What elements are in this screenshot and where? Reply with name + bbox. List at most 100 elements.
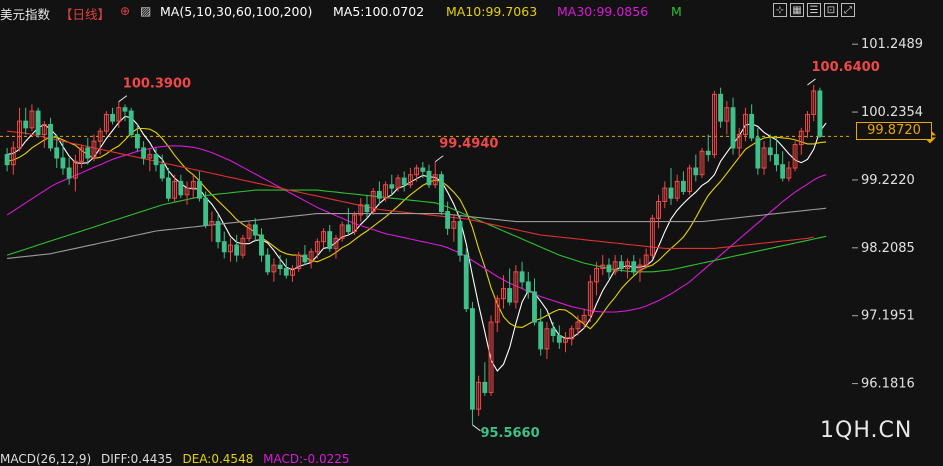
annotation-label: 95.5660: [480, 426, 539, 441]
candle-body: [687, 167, 693, 192]
candle-body: [4, 154, 10, 166]
candle-body: [321, 231, 326, 243]
candle-body: [389, 184, 395, 189]
candle-body: [426, 170, 432, 186]
candle-body: [48, 123, 53, 149]
candle-body: [370, 190, 376, 213]
candle-body: [569, 328, 575, 340]
candle-body: [72, 160, 78, 179]
candle-body: [141, 147, 147, 159]
ma10-value: MA10:99.7063: [446, 4, 538, 19]
candle-body: [345, 224, 351, 233]
candle-body: [600, 264, 606, 269]
candle-body: [519, 271, 525, 283]
settings-icon[interactable]: ⊕: [120, 4, 131, 18]
candle-body: [637, 264, 643, 273]
candle-body: [501, 288, 506, 300]
candle-body: [116, 107, 122, 122]
annotation-leader: [807, 78, 816, 86]
candle-body: [302, 254, 308, 263]
candle-body: [507, 288, 513, 303]
candle-body: [165, 177, 171, 199]
candle-body: [197, 180, 202, 199]
ma-label[interactable]: MA(5,10,30,60,100,200): [160, 4, 313, 19]
candle-body: [66, 167, 72, 179]
annotation-label: 100.6400: [811, 60, 879, 75]
candle-body: [178, 180, 184, 196]
candle-body: [451, 221, 457, 229]
candle-body: [228, 244, 233, 253]
candle-body: [792, 144, 798, 169]
ma5-value: MA5:100.0702: [333, 4, 425, 19]
ma10-line: [6, 127, 827, 330]
annotation-label: 100.3900: [123, 77, 191, 92]
more-indicators[interactable]: M: [671, 4, 682, 19]
candle-body: [401, 177, 407, 186]
candle-body: [631, 261, 637, 273]
candle-body: [60, 157, 66, 169]
candle-body: [252, 224, 258, 236]
candle-body: [327, 231, 333, 249]
candle-body: [798, 130, 804, 146]
candle-body: [749, 113, 755, 139]
candle-body: [277, 264, 283, 269]
ma60-line: [6, 189, 827, 273]
ma-indicator-icon[interactable]: ▨: [140, 4, 152, 18]
candle-body: [612, 261, 618, 273]
period-selector[interactable]: 【日线】: [60, 7, 111, 22]
annotation-leader: [434, 155, 444, 163]
candle-body: [110, 113, 116, 122]
candle-body: [314, 241, 320, 253]
crosshair-icon[interactable]: ⊹: [773, 3, 787, 17]
candle-body: [91, 140, 97, 159]
candle-body: [159, 164, 165, 179]
candle-body: [476, 381, 482, 410]
candle-body: [463, 254, 469, 310]
candle-body: [358, 204, 364, 216]
candle-body: [283, 267, 289, 276]
candle-body: [674, 180, 680, 199]
candle-body: [525, 281, 531, 293]
ma5-line: [6, 115, 827, 372]
grid-icon[interactable]: ▦: [790, 3, 804, 17]
candle-body: [333, 237, 339, 249]
macd-value: MACD:-0.0225: [263, 452, 350, 466]
annotation-leader: [472, 424, 481, 432]
y-tick-label: 96.1816: [861, 377, 915, 392]
table-icon[interactable]: ☰: [807, 3, 821, 17]
candle-body: [786, 167, 792, 179]
candle-body: [240, 237, 246, 256]
candle-body: [587, 281, 593, 316]
y-tick-label: 101.2489: [861, 37, 923, 52]
candle-body: [128, 110, 134, 136]
candle-body: [532, 291, 537, 323]
current-price-tag: 99.8720: [856, 122, 932, 140]
candle-body: [23, 120, 29, 129]
candle-body: [457, 221, 463, 256]
candle-body: [736, 134, 742, 149]
macd-indicator[interactable]: MACD(26,12,9) DIFF:0.4435 DEA:0.4548 MAC…: [0, 452, 356, 466]
candle-body: [656, 201, 662, 219]
expand-icon[interactable]: ⤢: [841, 3, 855, 17]
candle-body: [761, 147, 767, 169]
candle-body: [172, 180, 178, 199]
candle-body: [420, 167, 426, 172]
candle-body: [29, 110, 35, 129]
candle-body: [35, 110, 41, 136]
candle-body: [817, 90, 823, 137]
candle-body: [296, 254, 302, 269]
candle-body: [376, 190, 382, 199]
candle-body: [103, 113, 109, 132]
candle-body: [811, 90, 817, 115]
candle-body: [271, 264, 277, 273]
chart-icon[interactable]: ⊡: [824, 3, 838, 17]
candle-body: [730, 107, 736, 149]
macd-label: MACD(26,12,9): [0, 452, 92, 466]
candle-body: [259, 234, 264, 256]
candle-body: [97, 130, 103, 142]
macd-dea: DEA:0.4548: [182, 452, 254, 466]
candle-body: [308, 251, 314, 263]
candle-body: [606, 264, 612, 273]
ma30-value: MA30:99.0856: [557, 4, 649, 19]
